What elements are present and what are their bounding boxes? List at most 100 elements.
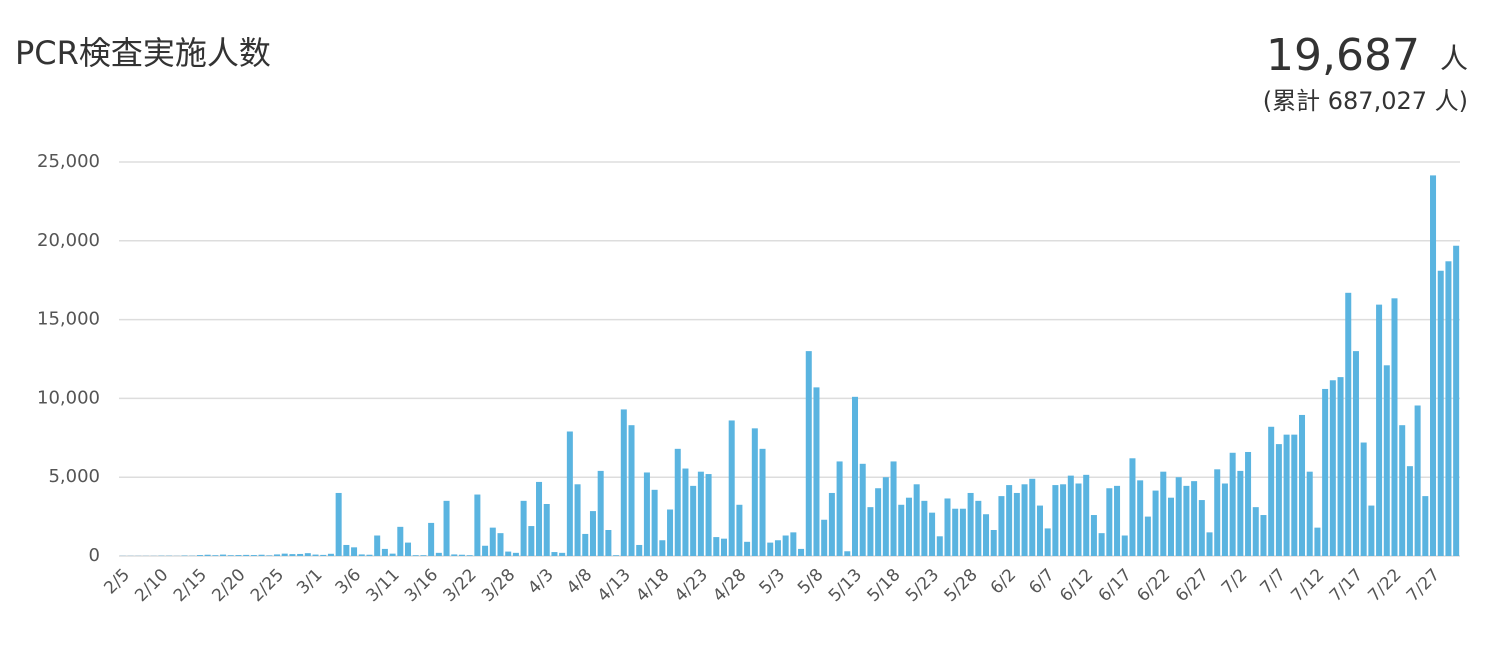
bar [667,510,673,556]
bar [605,530,611,556]
bar [806,351,812,556]
bar [266,555,272,556]
bar [867,507,873,556]
y-tick-label: 20,000 [37,230,100,251]
bar [775,540,781,556]
bar [305,553,311,556]
bar [952,509,958,556]
bar [1299,415,1305,556]
bar [1160,472,1166,556]
bar [829,493,835,556]
bar [1430,175,1436,556]
bar [929,513,935,556]
bar [783,536,789,556]
bar [390,554,396,556]
bar [374,536,380,556]
bar [1076,484,1082,556]
bar [1338,377,1344,556]
bar [1183,486,1189,556]
bar [636,545,642,556]
bar [760,449,766,556]
bar [844,551,850,556]
bar [405,543,411,556]
x-tick-label: 4/28 [709,565,750,606]
x-tick-label: 5/13 [825,565,866,606]
bar [1145,517,1151,556]
bar [590,511,596,556]
bar [235,555,241,556]
x-tick-label: 2/25 [247,565,288,606]
bar [1129,458,1135,556]
y-tick-label: 15,000 [37,309,100,330]
bar [1106,488,1112,556]
bar [467,555,473,556]
bar [613,555,619,556]
x-tick-label: 6/17 [1095,565,1136,606]
bar [1199,500,1205,556]
bar [313,555,319,556]
bar [898,505,904,556]
bar [1307,472,1313,556]
bar [1006,485,1012,556]
bar [1083,475,1089,556]
x-tick-label: 5/18 [863,565,904,606]
bar [251,555,257,556]
x-tick-label: 6/27 [1172,565,1213,606]
bar [1168,498,1174,556]
bar [744,542,750,556]
bar [752,428,758,556]
x-tick-label: 4/8 [563,565,596,598]
bar [1237,471,1243,556]
bar [991,530,997,556]
bar [1399,425,1405,556]
bar [1438,271,1444,556]
bar [1268,427,1274,556]
bar [1137,480,1143,556]
bar [682,469,688,556]
x-tick-label: 6/12 [1056,565,1097,606]
y-tick-label: 0 [89,545,100,566]
summary-total: (累計 687,027 人) [1263,87,1468,115]
x-tick-label: 3/1 [293,565,326,598]
bar [767,543,773,556]
bar [652,490,658,556]
summary-value: 19,687 [1266,30,1420,81]
x-tick-label: 3/28 [478,565,519,606]
bar [259,555,265,556]
bar [659,540,665,556]
bar [582,534,588,556]
bar [1245,452,1251,556]
x-tick-label: 3/16 [401,565,442,606]
bar [721,539,727,556]
bar [351,547,357,556]
x-tick-label: 3/6 [332,565,365,598]
bar [1368,506,1374,556]
bar [860,464,866,556]
bar [1314,528,1320,556]
bar [1029,479,1035,556]
bar [1322,389,1328,556]
bar [1099,533,1105,556]
bar [343,545,349,556]
x-tick-label: 4/23 [671,565,712,606]
x-tick-label: 5/8 [794,565,827,598]
x-tick-label: 3/11 [363,565,404,606]
x-tick-label: 6/7 [1025,565,1058,598]
bar [359,554,365,556]
bar [1391,298,1397,556]
bar [883,477,889,556]
bar [852,397,858,556]
bar [1014,493,1020,556]
bar [1353,351,1359,556]
bar [297,554,303,556]
bar [1122,536,1128,556]
x-tick-label: 7/27 [1403,565,1444,606]
bar [528,526,534,556]
bar [1253,507,1259,556]
bar [1114,486,1120,556]
x-tick-label: 6/22 [1133,565,1174,606]
bar [1214,469,1220,556]
bar [1384,365,1390,556]
